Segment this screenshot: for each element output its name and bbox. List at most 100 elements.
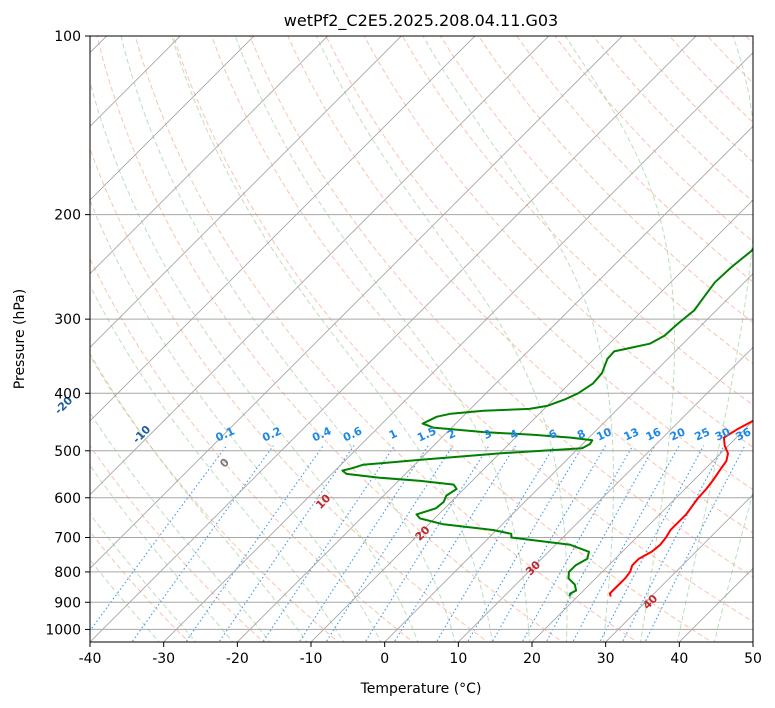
dry-adiabat-line bbox=[478, 36, 753, 324]
isotherm-line bbox=[384, 273, 753, 642]
isotherm-line bbox=[90, 36, 476, 422]
isotherm-line bbox=[678, 567, 753, 642]
isotherm-line bbox=[90, 36, 329, 275]
isotherm-line bbox=[90, 36, 697, 642]
mixing-ratio-label: 1 bbox=[387, 427, 399, 442]
mixing-ratio-line bbox=[491, 445, 607, 642]
x-tick-label: 50 bbox=[744, 651, 762, 667]
dry-adiabat-label: 0 bbox=[217, 455, 232, 470]
mixing-ratio-label: 0.6 bbox=[341, 424, 364, 444]
isotherm-line bbox=[752, 641, 753, 642]
isotherm-line bbox=[310, 199, 753, 642]
y-axis-label: Pressure (hPa) bbox=[12, 289, 28, 389]
y-tick-label: 1000 bbox=[45, 622, 81, 638]
y-tick-label: 800 bbox=[54, 565, 81, 581]
grid-lines bbox=[90, 36, 753, 642]
x-axis-label: Temperature (°C) bbox=[360, 681, 482, 697]
isotherm-line bbox=[236, 125, 753, 642]
mixing-ratio-line bbox=[298, 445, 429, 642]
isotherm-line bbox=[163, 52, 753, 642]
x-tick-label: 10 bbox=[449, 651, 467, 667]
mixing-ratio-line bbox=[545, 445, 656, 642]
mixing-ratio-label: 13 bbox=[622, 425, 641, 443]
dry-adiabat-line bbox=[287, 36, 753, 534]
dry-adiabat-label: -10 bbox=[130, 423, 153, 446]
dry-adiabat-line bbox=[745, 36, 753, 45]
moist-adiabat-line bbox=[120, 36, 456, 642]
background-lines bbox=[90, 36, 753, 642]
y-tick-label: 700 bbox=[54, 531, 81, 547]
moist-adiabat-line bbox=[90, 464, 234, 642]
moist-adiabat-line bbox=[90, 284, 345, 642]
isotherm-line bbox=[605, 494, 753, 642]
mixing-ratio-label: 10 bbox=[594, 425, 614, 443]
mixing-ratio-label: 0.1 bbox=[214, 424, 237, 444]
moist-adiabat-line bbox=[90, 352, 308, 642]
x-tick-label: 30 bbox=[597, 651, 615, 667]
mixing-ratio-label: 36 bbox=[734, 425, 754, 443]
chart-title: wetPf2_C2E5.2025.208.04.11.G03 bbox=[284, 11, 558, 31]
dry-adiabat-line bbox=[516, 36, 753, 283]
x-tick-label: 0 bbox=[380, 651, 389, 667]
dry-adiabat-label: 20 bbox=[413, 523, 433, 543]
mixing-ratio-label: 6 bbox=[547, 427, 560, 442]
x-tick-label: 20 bbox=[523, 651, 541, 667]
isotherm-line bbox=[90, 36, 181, 127]
y-tick-label: 900 bbox=[54, 595, 81, 611]
moist-adiabat-line bbox=[315, 36, 568, 642]
dry-adiabat-line bbox=[211, 36, 753, 623]
mixing-ratio-line bbox=[466, 445, 584, 642]
x-tick-label: -40 bbox=[79, 651, 102, 667]
dry-adiabat-line bbox=[325, 36, 753, 491]
y-tick-label: 200 bbox=[54, 208, 81, 224]
dewpoint-profile-line bbox=[341, 247, 753, 597]
plot-frame bbox=[89, 35, 754, 643]
series-lines bbox=[341, 247, 753, 597]
isotherm-line bbox=[531, 420, 753, 642]
isotherm-line bbox=[90, 36, 623, 569]
moist-adiabat-line bbox=[90, 411, 271, 642]
dry-adiabat-line bbox=[363, 36, 753, 448]
mixing-ratio-line bbox=[599, 445, 705, 642]
dry-adiabat-line bbox=[90, 444, 265, 642]
dry-adiabat-line bbox=[249, 36, 753, 578]
mixing-ratio-label: 20 bbox=[668, 425, 688, 443]
y-tick-label: 600 bbox=[54, 491, 81, 507]
mixing-ratio-label: 30 bbox=[713, 425, 733, 443]
isotherm-line bbox=[90, 36, 402, 348]
mixing-ratio-line bbox=[131, 445, 274, 642]
y-tick-label: 400 bbox=[54, 386, 81, 402]
mixing-ratio-line bbox=[621, 445, 725, 642]
x-tick-label: 40 bbox=[670, 651, 688, 667]
dry-adiabat-line bbox=[707, 36, 753, 84]
y-tick-label: 100 bbox=[54, 29, 81, 45]
mixing-ratio-label: 0.2 bbox=[260, 424, 283, 444]
isotherm-line bbox=[90, 36, 255, 201]
axis-ticks: -40 -30 -20 -10 0 10 20 30 40 5010020030040050060… bbox=[45, 29, 762, 667]
y-tick-label: 500 bbox=[54, 444, 81, 460]
moist-adiabat-line bbox=[90, 513, 197, 642]
isotherm-line bbox=[457, 346, 753, 642]
mixing-ratio-line bbox=[364, 445, 490, 642]
mixing-ratio-line bbox=[521, 445, 634, 642]
mixing-ratio-line bbox=[262, 445, 396, 642]
dry-adiabat-label: 30 bbox=[523, 558, 543, 578]
dry-adiabat-line bbox=[90, 147, 489, 642]
mixing-ratio-label: 25 bbox=[693, 425, 712, 443]
moist-adiabat-line bbox=[234, 36, 530, 642]
mixing-ratio-line bbox=[325, 445, 454, 642]
x-tick-label: -30 bbox=[152, 651, 175, 667]
moist-adiabat-line bbox=[90, 79, 419, 642]
mixing-ratio-label: 0.4 bbox=[310, 424, 333, 444]
moist-adiabat-line bbox=[90, 199, 382, 642]
x-tick-label: -20 bbox=[226, 651, 249, 667]
y-tick-label: 300 bbox=[54, 312, 81, 328]
mixing-ratio-line bbox=[393, 445, 517, 642]
moist-adiabat-line bbox=[422, 36, 614, 642]
dry-adiabat-line bbox=[439, 36, 753, 365]
moist-adiabat-line bbox=[713, 490, 753, 642]
x-tick-label: -10 bbox=[300, 651, 323, 667]
mixing-ratio-label: 16 bbox=[644, 425, 664, 443]
